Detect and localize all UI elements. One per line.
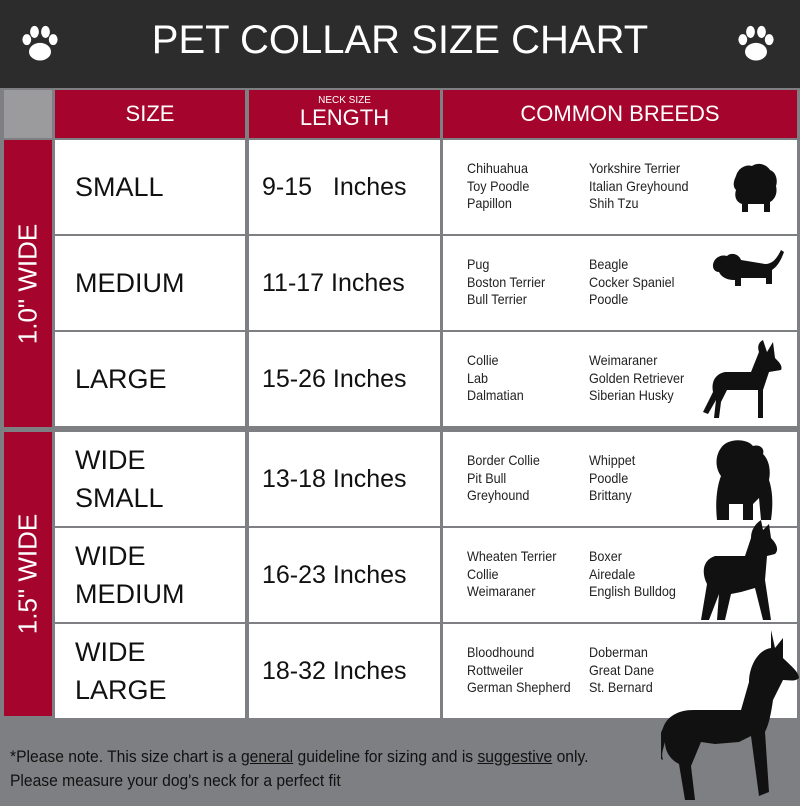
breed: Papillon (467, 195, 512, 211)
header-length: NECK SIZE LENGTH (249, 90, 440, 138)
breed: Greyhound (467, 487, 530, 503)
breed: Lab (467, 369, 489, 386)
breed: Dalmatian (467, 387, 524, 403)
breed: Border Collie (467, 452, 540, 468)
page-title: PET COLLAR SIZE CHART (151, 18, 649, 62)
breeds-cell: Pug Boston Terrier Bull Terrier Beagle Cocke… (443, 236, 797, 330)
breeds-list: Pug Boston Terrier Bull Terrier (467, 256, 545, 309)
breeds-list: Collie Lab Dalmatian (467, 352, 524, 405)
breeds-cell: Wheaten Terrier Collie Weimaraner Boxer Aire… (443, 520, 797, 622)
breed: Wheaten Terrier (467, 548, 557, 564)
size-label: LARGE (75, 675, 167, 705)
length-cell: 18-32 Inches (249, 624, 440, 718)
breeds-list: Border Collie Pit Bull Greyhound (467, 452, 540, 505)
breed: Beagle (589, 256, 629, 272)
group-band-2: 1.5" WIDE (4, 432, 52, 716)
size-label: SMALL (75, 172, 164, 202)
breed: German Shepherd (467, 679, 571, 695)
size-label: MEDIUM (75, 268, 185, 298)
breed: Italian Greyhound (589, 177, 689, 194)
length-cell: 9-15 Inches (249, 140, 440, 234)
length-cell: 11-17 Inches (249, 236, 440, 330)
size-cell: LARGE (55, 332, 245, 426)
size-label: WIDE (75, 541, 146, 571)
breed: Cocker Spaniel (589, 273, 675, 290)
size-label: LARGE (75, 364, 167, 394)
breed: Chihuahua (467, 160, 528, 176)
breeds-list: Beagle Cocker Spaniel Poodle (589, 256, 674, 309)
pitbull-icon (701, 520, 778, 620)
length-cell: 16-23 Inches (249, 528, 440, 622)
breed: Whippet (589, 452, 636, 468)
size-label: WIDE (75, 445, 146, 475)
breeds-list: Yorkshire Terrier Italian Greyhound Shih T… (589, 160, 688, 213)
breed: Boxer (589, 548, 622, 564)
breed: Bull Terrier (467, 291, 527, 307)
breed: Siberian Husky (589, 387, 674, 403)
breed: Poodle (589, 469, 629, 486)
breeds-cell: Chihuahua Toy Poodle Papillon Yorkshire Ter… (443, 140, 797, 234)
breed: Airedale (589, 565, 636, 582)
breeds-list: Boxer Airedale English Bulldog (589, 548, 676, 601)
breeds-list: Wheaten Terrier Collie Weimaraner (467, 548, 556, 601)
breed: Toy Poodle (467, 177, 530, 194)
breed: St. Bernard (589, 679, 653, 695)
breeds-cell: Collie Lab Dalmatian Weimaraner Golden Retri… (443, 332, 797, 426)
breed: Brittany (589, 487, 632, 503)
breed: Yorkshire Terrier (589, 160, 681, 176)
breeds-cell: Bloodhound Rottweiler German Shepherd Dober… (443, 624, 799, 800)
doberman-icon (661, 630, 799, 800)
header-size: SIZE (55, 90, 245, 138)
breed: Collie (467, 565, 499, 582)
breeds-list: Bloodhound Rottweiler German Shepherd (467, 644, 571, 697)
length-cell: 15-26 Inches (249, 332, 440, 426)
size-label: WIDE (75, 637, 146, 667)
breeds-cell: Border Collie Pit Bull Greyhound Whippet Poo… (443, 432, 797, 526)
breed: Golden Retriever (589, 369, 685, 386)
breed: Collie (467, 352, 499, 368)
header: PET COLLAR SIZE CHART (0, 0, 800, 88)
breed: Boston Terrier (467, 273, 546, 290)
breeds-list: Whippet Poodle Brittany (589, 452, 635, 505)
breed: Pug (467, 256, 490, 272)
header-breeds: COMMON BREEDS (443, 90, 797, 138)
breed: Poodle (589, 291, 629, 307)
breed: Great Dane (589, 661, 655, 678)
breed: Pit Bull (467, 469, 507, 486)
paw-print-icon (738, 25, 774, 61)
footer-note: *Please note. This size chart is a gener… (10, 747, 589, 790)
size-cell: SMALL (55, 140, 245, 234)
breed: Doberman (589, 644, 648, 660)
length-cell: 13-18 Inches (249, 432, 440, 526)
small-dog-icon (733, 163, 777, 212)
breeds-list: Weimaraner Golden Retriever Siberian Husky (589, 352, 684, 405)
breed: Weimaraner (467, 583, 536, 599)
breeds-list: Chihuahua Toy Poodle Papillon (467, 160, 529, 213)
size-cell: WIDE MEDIUM (55, 528, 245, 622)
breed: Weimaraner (589, 352, 658, 368)
paw-print-icon (22, 25, 58, 61)
size-cell: WIDE LARGE (55, 624, 245, 718)
breed: Bloodhound (467, 644, 535, 660)
corner-cell (4, 90, 52, 138)
size-label: MEDIUM (75, 579, 185, 609)
breeds-list: Doberman Great Dane St. Bernard (589, 644, 654, 697)
large-dog-icon (703, 340, 782, 418)
dachshund-icon (713, 250, 784, 286)
breed: English Bulldog (589, 583, 676, 599)
breed: Shih Tzu (589, 195, 639, 211)
group-band-1: 1.0" WIDE (4, 140, 52, 427)
size-cell: MEDIUM (55, 236, 245, 330)
bulldog-icon (716, 440, 773, 520)
size-label: SMALL (75, 483, 164, 513)
breed: Rottweiler (467, 661, 524, 678)
size-cell: WIDE SMALL (55, 432, 245, 526)
